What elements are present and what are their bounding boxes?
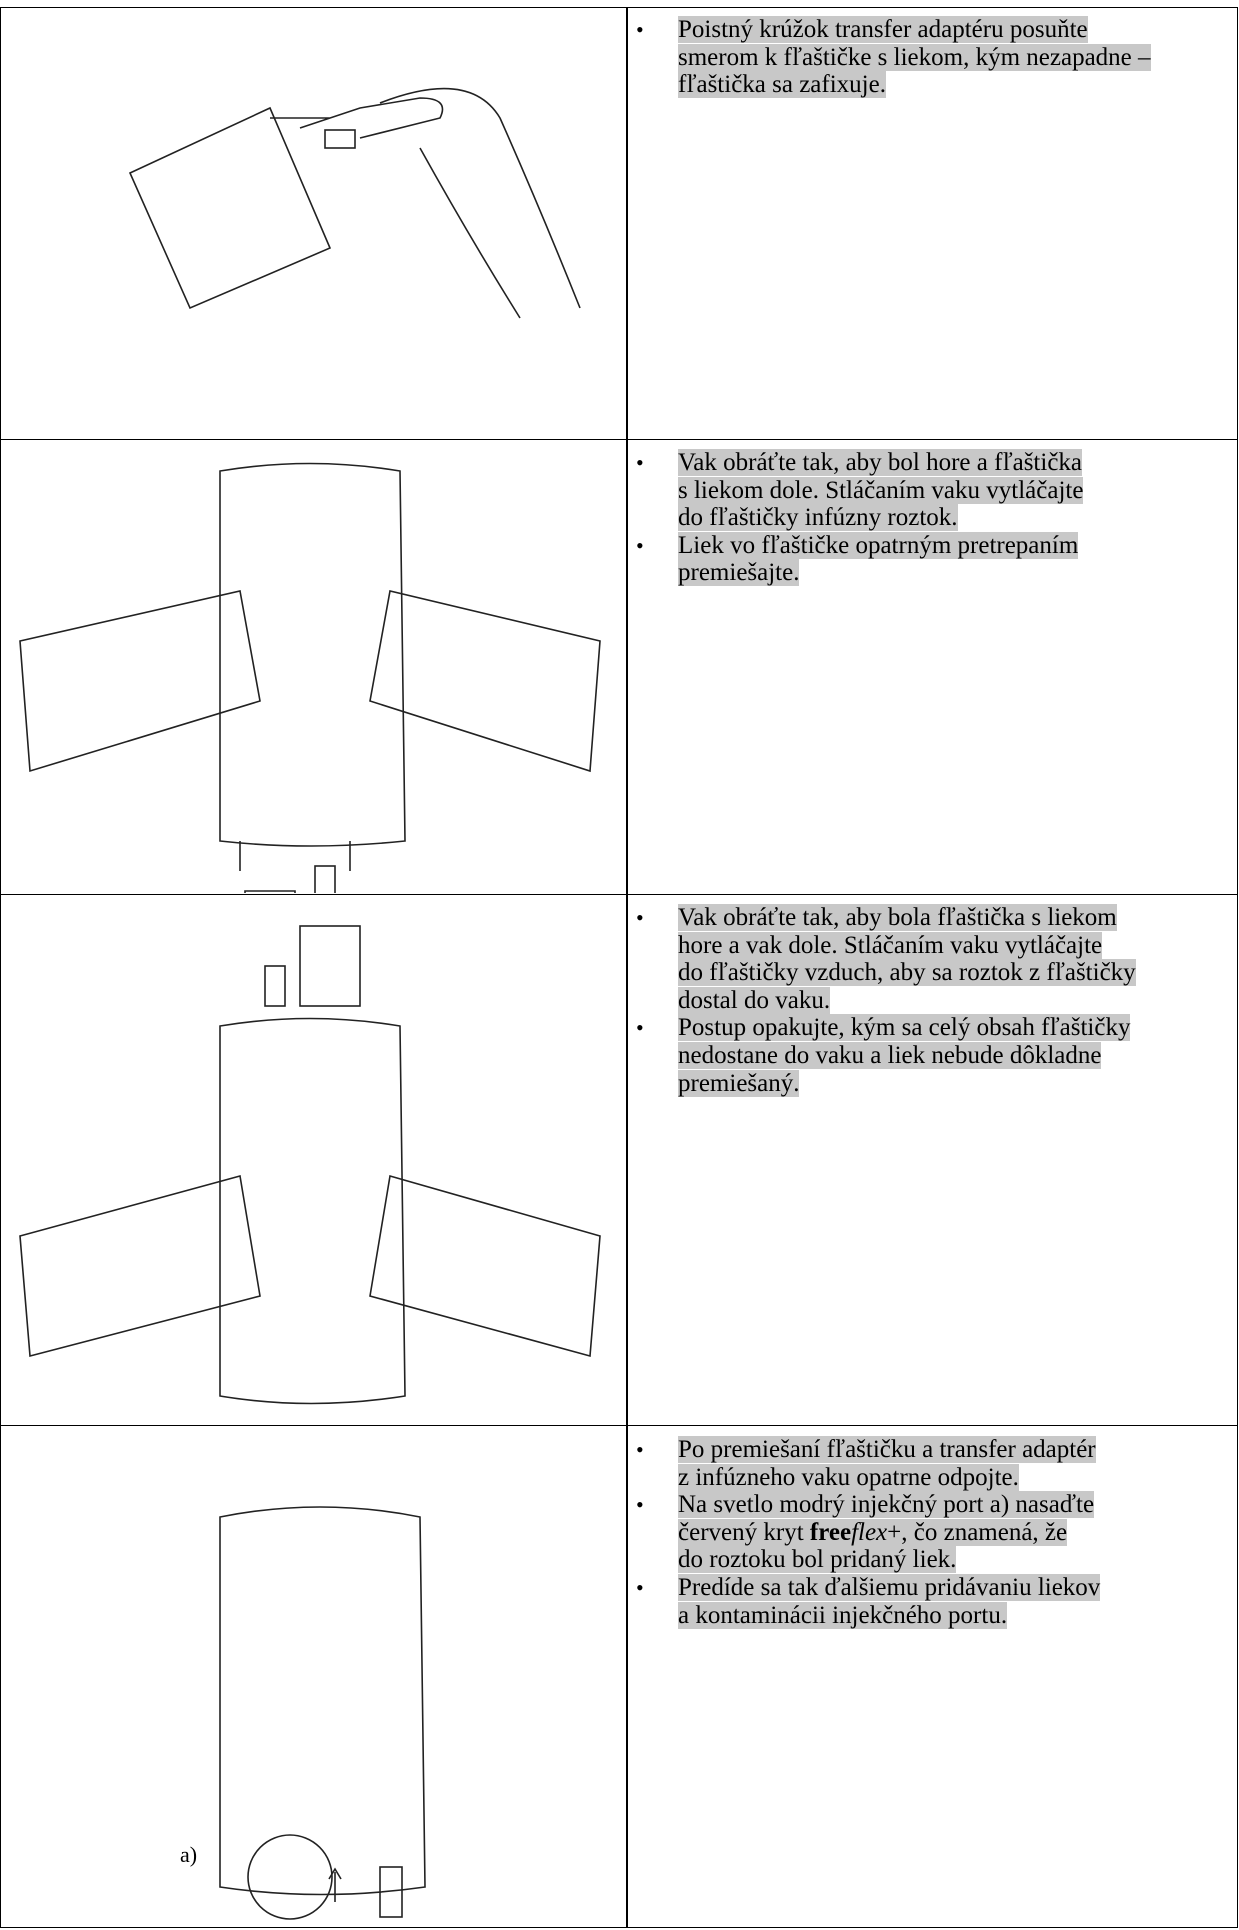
text-line: premiešajte.: [678, 559, 800, 587]
highlighted-text: premiešajte.: [678, 559, 800, 587]
text-line: Predíde sa tak ďalšiemu pridávaniu lieko…: [678, 1574, 1101, 1602]
illustration: [219, 1506, 426, 1920]
highlighted-text: nedostane do vaku a liek nebude dôkladne: [678, 1042, 1102, 1069]
highlighted-text: fľaštička sa zafixuje.: [678, 71, 886, 99]
bullet-marker: •: [636, 905, 644, 930]
table-right-column: [626, 7, 1238, 1928]
highlighted-text: hore a vak dole. Stláčaním vaku vytláčaj…: [678, 931, 1103, 959]
highlighted-text: do roztoku bol pridaný liek.: [678, 1546, 957, 1574]
text-line: Poistný krúžok transfer adaptéru posuňte: [678, 16, 1088, 44]
text-line: premiešaný.: [678, 1069, 800, 1098]
text-line: Liek vo fľaštičke opatrným pretrepaním: [678, 531, 1079, 560]
highlighted-text: Poistný krúžok transfer adaptéru posuňte: [678, 16, 1088, 43]
row-divider: [0, 439, 1238, 441]
illustration: [128, 87, 581, 319]
highlighted-text: do fľaštičky infúzny roztok.: [678, 504, 958, 532]
text-line: do roztoku bol pridaný liek.: [678, 1546, 957, 1574]
highlighted-text: červený kryt: [678, 1518, 810, 1546]
text-line: nedostane do vaku a liek nebude dôkladne: [678, 1042, 1102, 1070]
highlighted-text: Vak obráťte tak, aby bol hore a fľaštičk…: [678, 449, 1083, 476]
text-line: dostal do vaku.: [678, 986, 831, 1015]
text-line: Na svetlo modrý injekčný port a) nasaďte: [678, 1491, 1095, 1519]
highlighted-text: do fľaštičky vzduch, aby sa roztok z fľa…: [678, 959, 1136, 987]
highlighted-text: a kontaminácii injekčného portu.: [678, 1601, 1008, 1629]
highlighted-text: Vak obráťte tak, aby bola fľaštička s li…: [678, 904, 1117, 931]
text-line: hore a vak dole. Stláčaním vaku vytláčaj…: [678, 931, 1103, 960]
bullet-marker: •: [636, 1015, 644, 1041]
figure-label: a): [180, 1842, 198, 1867]
row-divider: [0, 894, 1238, 896]
highlighted-text: Postup opakujte, kým sa celý obsah fľašt…: [678, 1014, 1131, 1042]
text-line: Postup opakujte, kým sa celý obsah fľašt…: [678, 1014, 1131, 1042]
text-line: s liekom dole. Stláčaním vaku vytláčajte: [678, 476, 1084, 505]
highlighted-text: smerom k fľaštičke s liekom, kým nezapad…: [678, 43, 1151, 71]
text-line: červený kryt freeflex+, čo znamená, že: [678, 1518, 1068, 1547]
table-left-column: [0, 7, 628, 1928]
text-line: z infúzneho vaku opatrne odpojte.: [678, 1463, 1019, 1492]
bullet-marker: •: [636, 1437, 644, 1462]
highlighted-text: flex: [851, 1518, 888, 1546]
text-line: smerom k fľaštičke s liekom, kým nezapad…: [678, 43, 1151, 72]
bullet-marker: •: [636, 17, 644, 42]
text-line: Po premiešaní fľaštičku a transfer adapt…: [678, 1436, 1096, 1464]
highlighted-text: Na svetlo modrý injekčný port a) nasaďte: [678, 1491, 1095, 1519]
highlighted-text: +, čo znamená, že: [887, 1518, 1068, 1546]
highlighted-text: Liek vo fľaštičke opatrným pretrepaním: [678, 531, 1079, 559]
highlighted-text: dostal do vaku.: [678, 986, 831, 1014]
illustration: [19, 925, 601, 1405]
highlighted-text: Po premiešaní fľaštičku a transfer adapt…: [678, 1436, 1096, 1463]
text-line: do fľaštičky vzduch, aby sa roztok z fľa…: [678, 959, 1136, 987]
text-line: a kontaminácii injekčného portu.: [678, 1601, 1008, 1630]
highlighted-text: premiešaný.: [678, 1069, 800, 1097]
highlighted-text: s liekom dole. Stláčaním vaku vytláčajte: [678, 476, 1084, 504]
text-line: Vak obráťte tak, aby bola fľaštička s li…: [678, 904, 1117, 932]
text-line: fľaštička sa zafixuje.: [678, 71, 886, 99]
highlighted-text: Predíde sa tak ďalšiemu pridávaniu lieko…: [678, 1574, 1101, 1601]
highlighted-text: z infúzneho vaku opatrne odpojte.: [678, 1463, 1019, 1491]
bullet-marker: •: [636, 532, 644, 558]
row-divider: [0, 1425, 1238, 1427]
highlighted-text: free: [809, 1518, 852, 1546]
illustration: [19, 462, 601, 893]
bullet-marker: •: [636, 1492, 644, 1518]
text-line: do fľaštičky infúzny roztok.: [678, 504, 958, 532]
bullet-marker: •: [636, 450, 644, 475]
bullet-marker: •: [636, 1575, 644, 1600]
text-line: Vak obráťte tak, aby bol hore a fľaštičk…: [678, 449, 1083, 477]
